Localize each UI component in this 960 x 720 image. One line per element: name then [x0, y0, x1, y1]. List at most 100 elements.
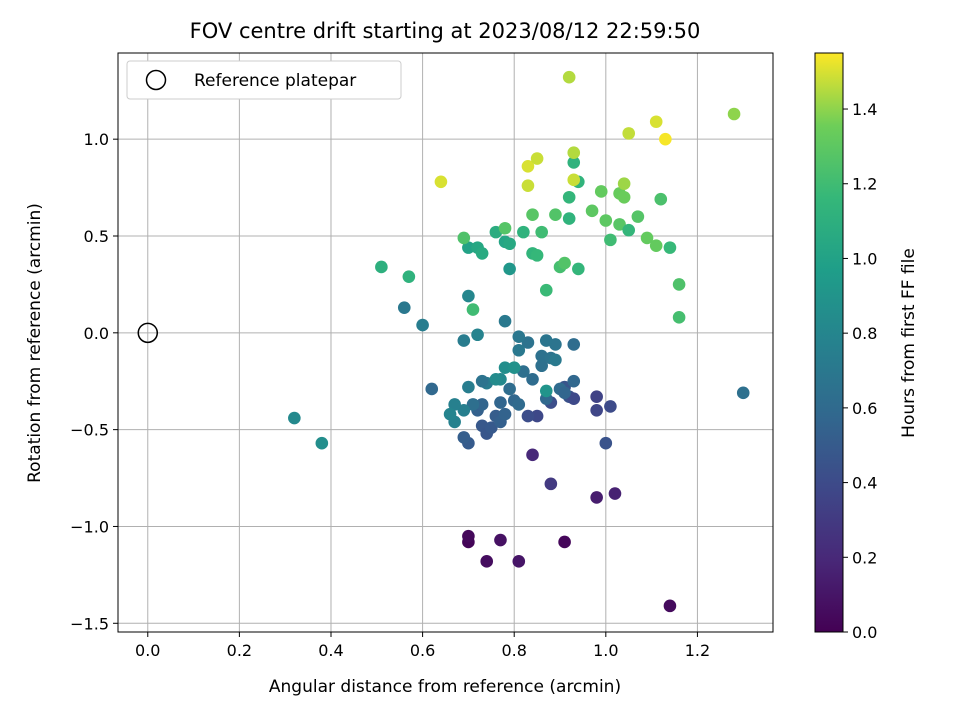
data-point — [498, 407, 512, 421]
x-tick-label: 0.6 — [410, 641, 435, 660]
legend-entry-reference: Reference platepar — [194, 71, 356, 91]
data-point — [462, 241, 475, 254]
x-axis-label: Angular distance from reference (arcmin) — [269, 677, 621, 697]
data-point — [517, 225, 530, 239]
data-point — [608, 487, 622, 500]
data-point — [485, 421, 498, 435]
x-tick-label: 0.2 — [227, 641, 252, 660]
data-point — [494, 533, 507, 547]
data-point — [375, 260, 388, 274]
colorbar-tick-label: 0.0 — [852, 623, 877, 642]
data-point — [558, 256, 571, 270]
data-point — [567, 374, 581, 388]
data-point — [539, 334, 553, 347]
data-point — [489, 372, 503, 386]
data-point — [457, 431, 471, 444]
data-point — [425, 382, 439, 396]
data-point — [466, 303, 480, 316]
data-point — [457, 334, 471, 347]
data-point — [462, 380, 475, 394]
colorbar-ticks: 0.0 0.2 0.4 0.6 0.8 1.0 1.2 1.4 — [843, 100, 877, 642]
data-point — [599, 436, 613, 450]
colorbar-tick-label: 0.6 — [852, 399, 877, 418]
data-point — [594, 185, 608, 198]
data-point — [530, 249, 544, 262]
data-point — [549, 208, 562, 221]
data-point — [539, 283, 553, 297]
y-tick-label: −0.5 — [70, 421, 109, 440]
data-point — [521, 179, 535, 192]
data-point — [416, 318, 429, 332]
data-point — [567, 146, 581, 160]
data-point — [590, 403, 603, 417]
y-tick-label: 1.0 — [84, 130, 109, 149]
colorbar-tick-label: 0.2 — [852, 548, 877, 567]
data-point — [535, 225, 548, 239]
data-point — [539, 384, 553, 398]
chart-title: FOV centre drift starting at 2023/08/12 … — [190, 19, 701, 43]
data-point — [462, 289, 475, 303]
data-point — [562, 70, 576, 84]
data-point — [526, 208, 539, 221]
data-point — [640, 231, 654, 245]
data-point — [530, 409, 544, 423]
data-point — [402, 270, 416, 283]
y-tick-label: 0.5 — [84, 227, 109, 246]
data-point — [544, 477, 558, 491]
y-axis-ticks: −1.5 −1.0 −0.5 0.0 0.5 1.0 — [70, 130, 118, 633]
data-point — [498, 361, 512, 374]
colorbar-tick-label: 1.2 — [852, 175, 877, 194]
data-point — [498, 221, 512, 235]
data-point — [503, 262, 516, 276]
data-point — [567, 173, 581, 187]
reference-marker — [137, 322, 159, 344]
data-point — [649, 239, 663, 252]
data-point — [649, 115, 663, 129]
data-point — [475, 247, 489, 260]
data-point — [585, 204, 599, 218]
x-tick-label: 0.8 — [501, 641, 526, 660]
data-point — [604, 400, 617, 413]
data-point — [622, 127, 636, 140]
data-point — [562, 212, 576, 225]
data-point — [397, 301, 411, 314]
x-tick-label: 1.0 — [593, 641, 618, 660]
data-point — [672, 278, 686, 291]
data-point — [462, 529, 475, 543]
data-point — [507, 361, 521, 374]
y-tick-label: −1.0 — [70, 517, 109, 536]
legend: Reference platepar — [126, 60, 402, 100]
data-point — [443, 407, 457, 421]
legend-box — [126, 60, 402, 100]
colorbar-tick-label: 1.0 — [852, 249, 877, 268]
data-point — [663, 599, 677, 613]
data-point — [521, 336, 535, 349]
data-point — [590, 390, 603, 404]
data-point — [672, 311, 686, 324]
data-point — [457, 231, 471, 245]
y-tick-label: 0.0 — [84, 324, 109, 343]
data-point — [512, 343, 526, 357]
x-axis-ticks: 0.0 0.2 0.4 0.6 0.8 1.0 1.2 — [135, 632, 710, 660]
data-point — [475, 398, 489, 411]
data-point — [659, 132, 672, 146]
x-tick-label: 0.4 — [318, 641, 343, 660]
data-point — [567, 392, 581, 405]
data-point — [599, 214, 613, 227]
data-point — [512, 555, 526, 568]
data-point — [562, 190, 576, 204]
data-point — [457, 403, 471, 417]
data-point — [503, 382, 516, 396]
data-point — [727, 107, 741, 121]
data-point — [471, 328, 484, 342]
colorbar-label: Hours from first FF file — [899, 248, 919, 438]
data-point — [494, 396, 507, 409]
colorbar-tick-label: 1.4 — [852, 100, 877, 119]
data-point — [503, 237, 516, 251]
data-point — [512, 330, 526, 343]
data-point — [631, 210, 645, 223]
colorbar-gradient — [814, 52, 844, 633]
legend-reference-icon — [145, 69, 167, 91]
data-point — [572, 262, 585, 276]
